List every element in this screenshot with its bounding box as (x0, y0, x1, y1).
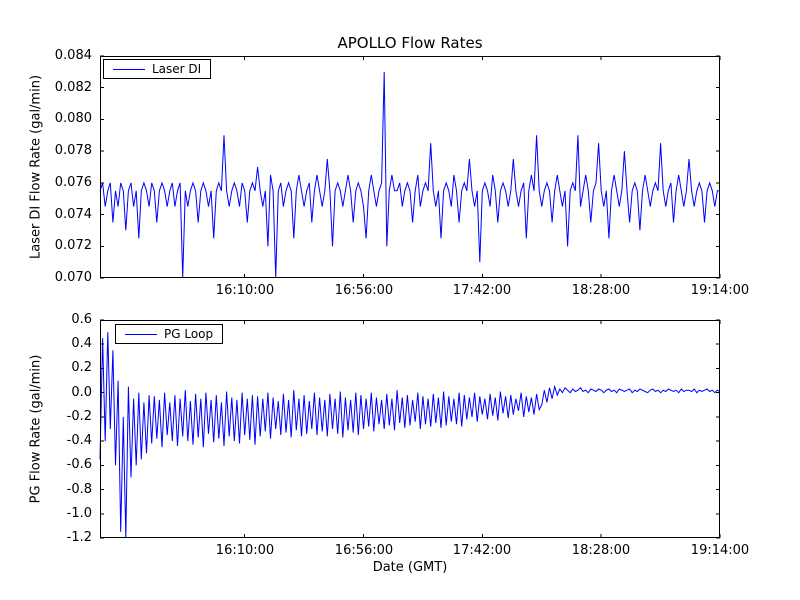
xtick-label: 19:14:00 (690, 283, 750, 298)
ytick-label: -0.8 (66, 482, 92, 497)
legend-label: Laser DI (152, 62, 202, 76)
legend-line-sample-icon (125, 333, 157, 335)
top-plot-svg (99, 55, 721, 279)
ytick-label: 0.084 (54, 48, 92, 63)
xtick-label: 19:14:00 (690, 543, 750, 558)
xtick-label: 16:10:00 (215, 283, 275, 298)
ytick-label: 0.6 (71, 312, 92, 327)
ytick-label: -0.6 (66, 457, 92, 472)
legend-pg-loop: PG Loop (115, 324, 224, 344)
ytick-label: -1.0 (66, 506, 92, 521)
xtick-label: 18:28:00 (571, 283, 631, 298)
xtick-label: 17:42:00 (452, 543, 512, 558)
ytick-label: 0.074 (54, 207, 92, 222)
chart-title: APOLLO Flow Rates (337, 34, 483, 52)
ytick-label: 0.076 (54, 175, 92, 190)
legend-line-sample-icon (113, 68, 145, 70)
ytick-label: 0.082 (54, 80, 92, 95)
xtick-label: 16:56:00 (334, 543, 394, 558)
legend-label: PG Loop (164, 327, 214, 341)
x-axis-label: Date (GMT) (372, 560, 448, 575)
ytick-label: 0.2 (71, 360, 92, 375)
legend-laser-di: Laser DI (103, 59, 212, 79)
bottom-plot-svg (99, 319, 721, 539)
ytick-label: 0.070 (54, 270, 92, 285)
y-axis-label-pg: PG Flow Rate (gal/min) (28, 354, 44, 504)
xtick-label: 16:10:00 (215, 543, 275, 558)
ytick-label: -1.2 (66, 530, 92, 545)
ytick-label: -0.4 (66, 433, 92, 448)
xtick-label: 18:28:00 (571, 543, 631, 558)
ytick-label: 0.4 (71, 336, 92, 351)
ytick-label: 0.072 (54, 238, 92, 253)
ytick-label: -0.2 (66, 409, 92, 424)
xtick-label: 16:56:00 (334, 283, 394, 298)
ytick-label: 0.078 (54, 143, 92, 158)
ytick-label: 0.080 (54, 111, 92, 126)
ytick-label: 0.0 (71, 385, 92, 400)
y-axis-label-laser-di: Laser DI Flow Rate (gal/min) (28, 74, 44, 260)
xtick-label: 17:42:00 (452, 283, 512, 298)
